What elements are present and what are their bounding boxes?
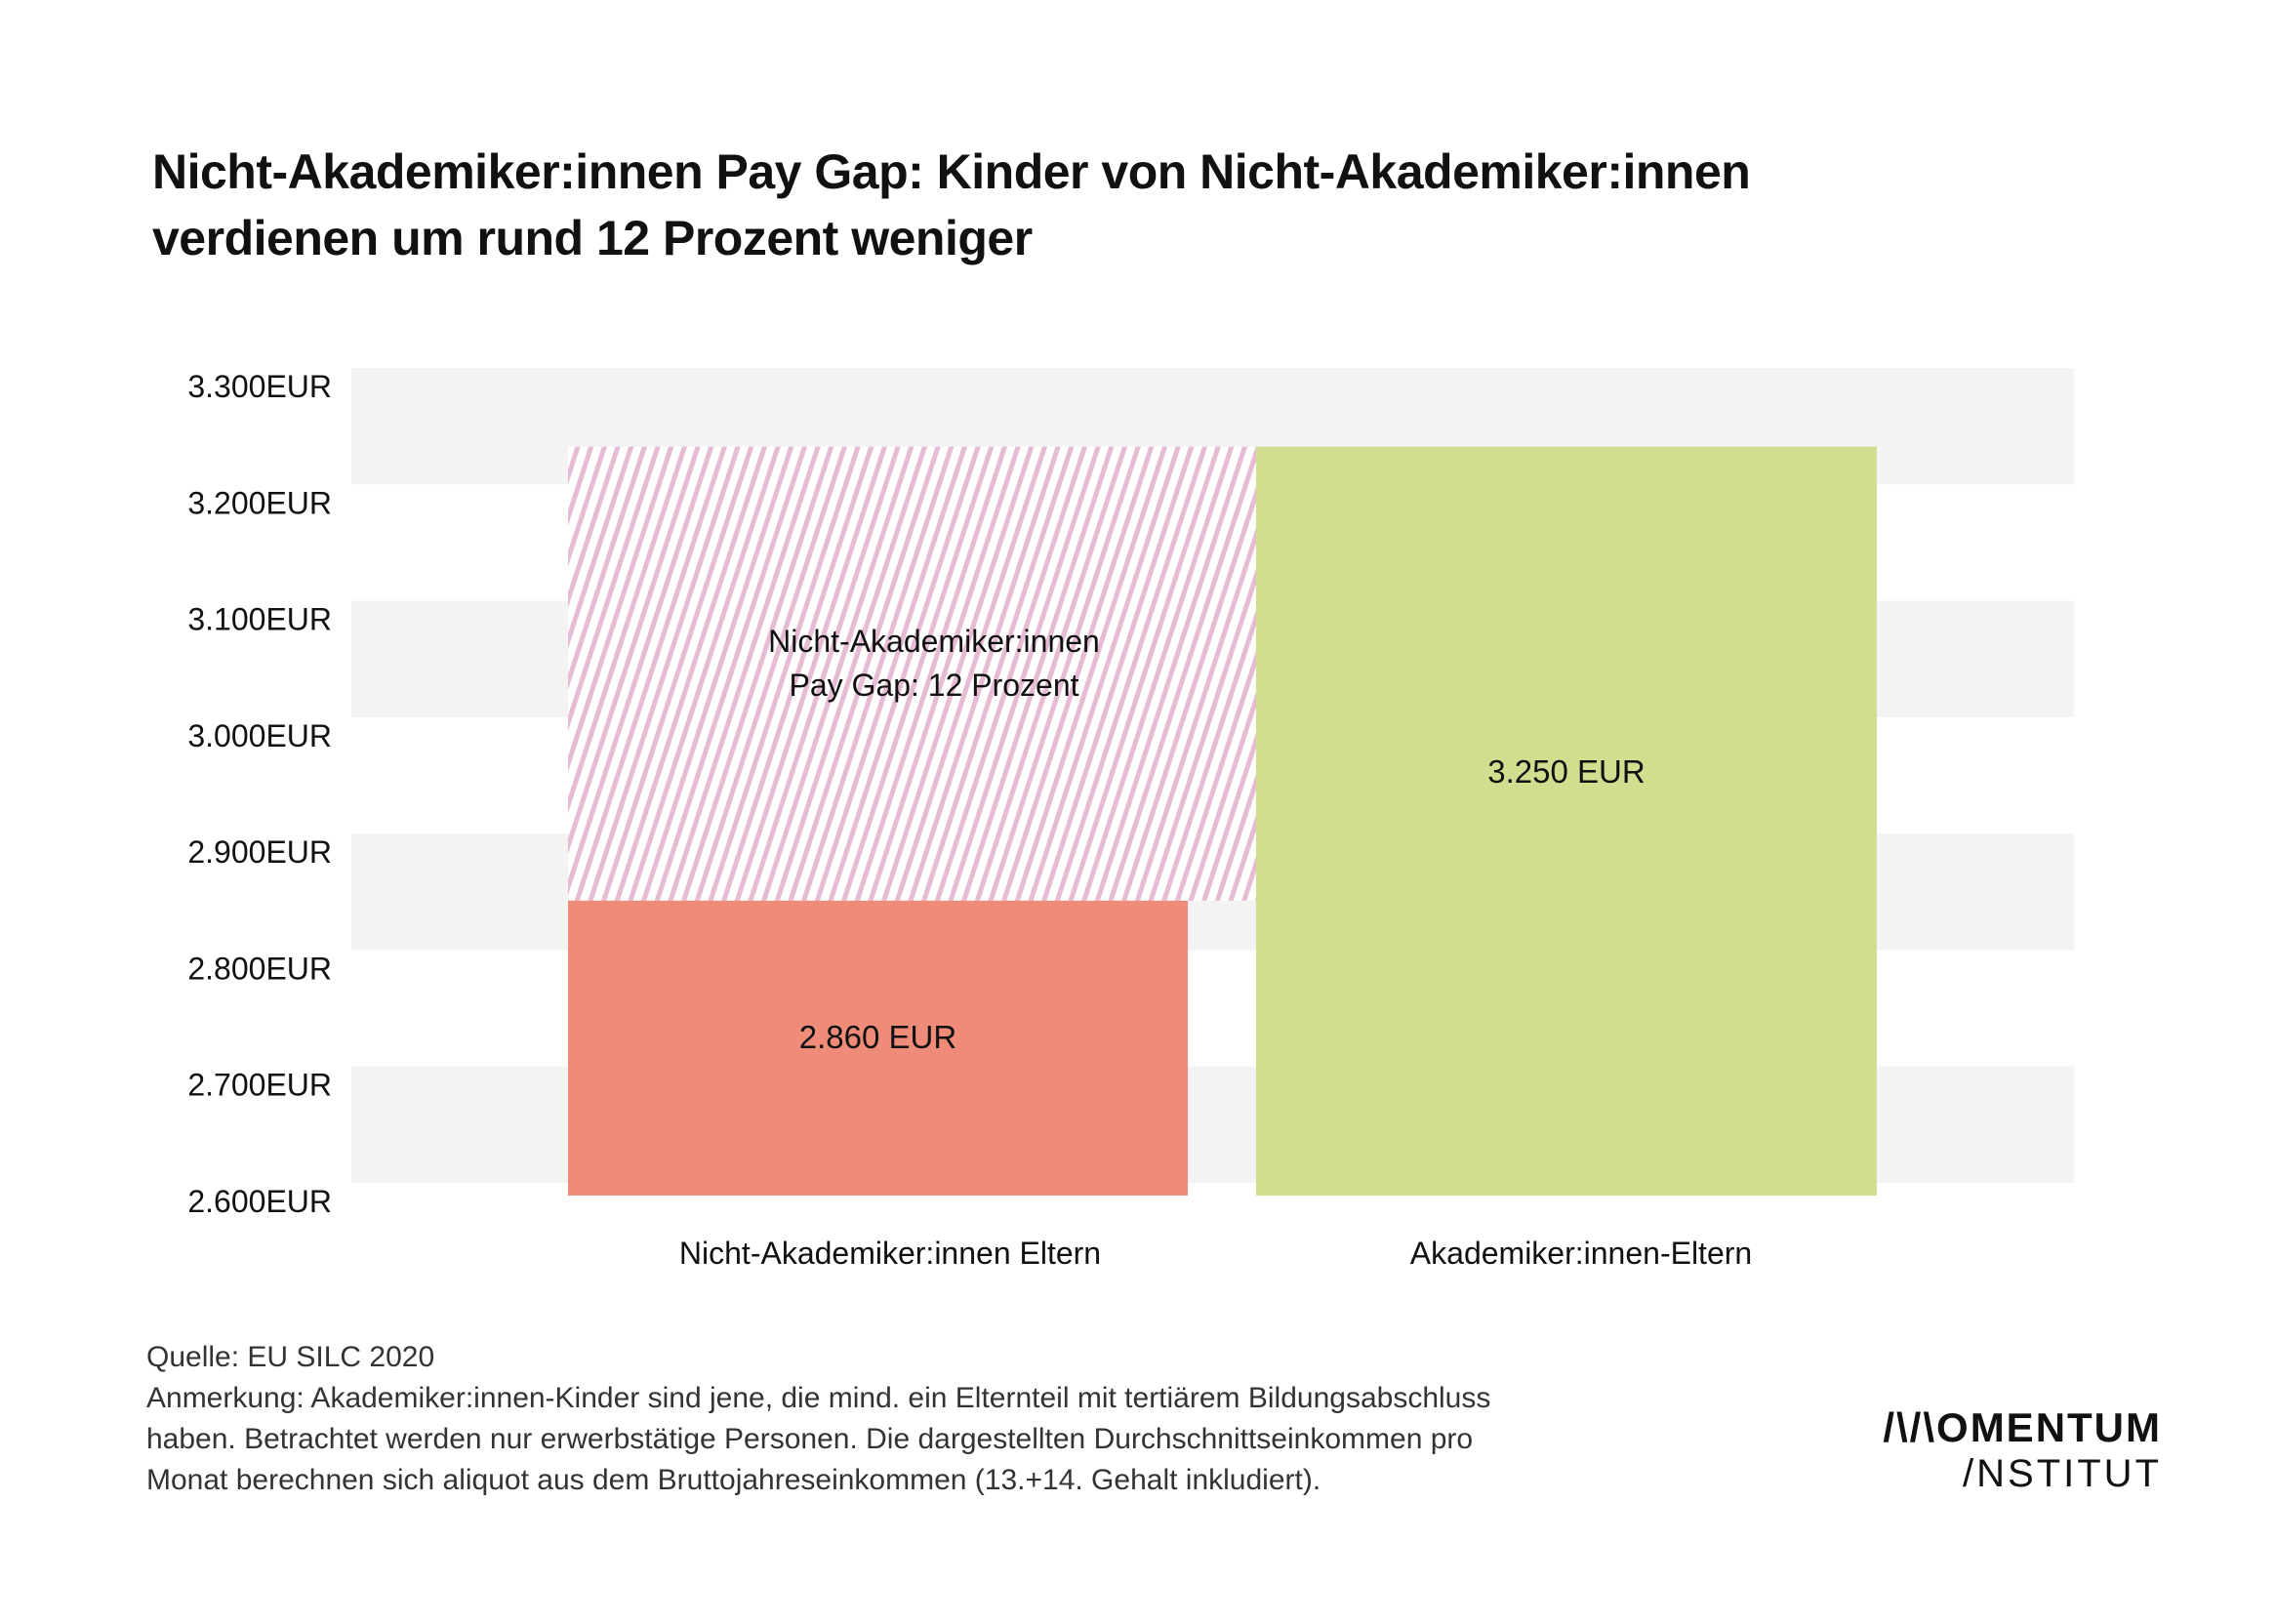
y-tick-label: 3.100EUR: [187, 602, 332, 637]
y-tick-label: 2.600EUR: [187, 1184, 332, 1219]
y-tick-label: 2.800EUR: [187, 951, 332, 986]
y-tick-label: 3.300EUR: [187, 369, 332, 404]
source-line: Quelle: EU SILC 2020: [146, 1341, 435, 1373]
category-label-1: Nicht-Akademiker:innen Eltern: [679, 1236, 1101, 1271]
y-tick-label: 2.700EUR: [187, 1068, 332, 1103]
title-line-1: Nicht-Akademiker:innen Pay Gap: Kinder v…: [152, 144, 1751, 199]
x-axis: Nicht-Akademiker:innen Eltern Akademiker:…: [679, 1236, 1752, 1271]
bars: [568, 446, 1877, 1197]
note-line-1: Anmerkung: Akademiker:innen-Kinder sind …: [146, 1382, 1491, 1414]
bar-1: [568, 900, 1188, 1196]
gap-area: Nicht-Akademiker:innen Pay Gap: 12 Prozen…: [568, 446, 1256, 901]
y-axis: 3.300EUR 3.200EUR 3.100EUR 3.000EUR 2.900EUR…: [187, 369, 332, 1219]
chart-title: Nicht-Akademiker:innen Pay Gap: Kinder v…: [152, 139, 2104, 271]
pay-gap-hatch: [568, 446, 1256, 901]
y-tick-label: 3.200EUR: [187, 485, 332, 520]
logo-line-2: /NSTITUT: [1963, 1452, 2162, 1495]
pay-gap-label-line-1: Nicht-Akademiker:innen: [768, 624, 1100, 659]
category-label-2: Akademiker:innen-Eltern: [1410, 1236, 1752, 1271]
note-line-2: haben. Betrachtet werden nur erwerbstäti…: [146, 1423, 1474, 1455]
logo-line-1: /\/\OMENTUM: [1883, 1404, 2162, 1450]
bar-2: [1256, 446, 1877, 1197]
y-tick-label: 2.900EUR: [187, 834, 332, 870]
title-line-2: verdienen um rund 12 Prozent weniger: [152, 211, 1033, 265]
source-notes: Quelle: EU SILC 2020 Anmerkung: Akademik…: [146, 1337, 1669, 1501]
value-label-2: 3.250 EUR: [1487, 753, 1645, 790]
pay-gap-label-line-2: Pay Gap: 12 Prozent: [789, 668, 1078, 703]
momentum-institut-logo: /\/\OMENTUM /NSTITUT: [1859, 1405, 2162, 1497]
value-labels: 2.860 EUR 3.250 EUR: [799, 753, 1646, 1055]
note-line-3: Monat berechnen sich aliquot aus dem Bru…: [146, 1464, 1321, 1496]
y-tick-label: 3.000EUR: [187, 718, 332, 753]
value-label-1: 2.860 EUR: [799, 1019, 956, 1055]
